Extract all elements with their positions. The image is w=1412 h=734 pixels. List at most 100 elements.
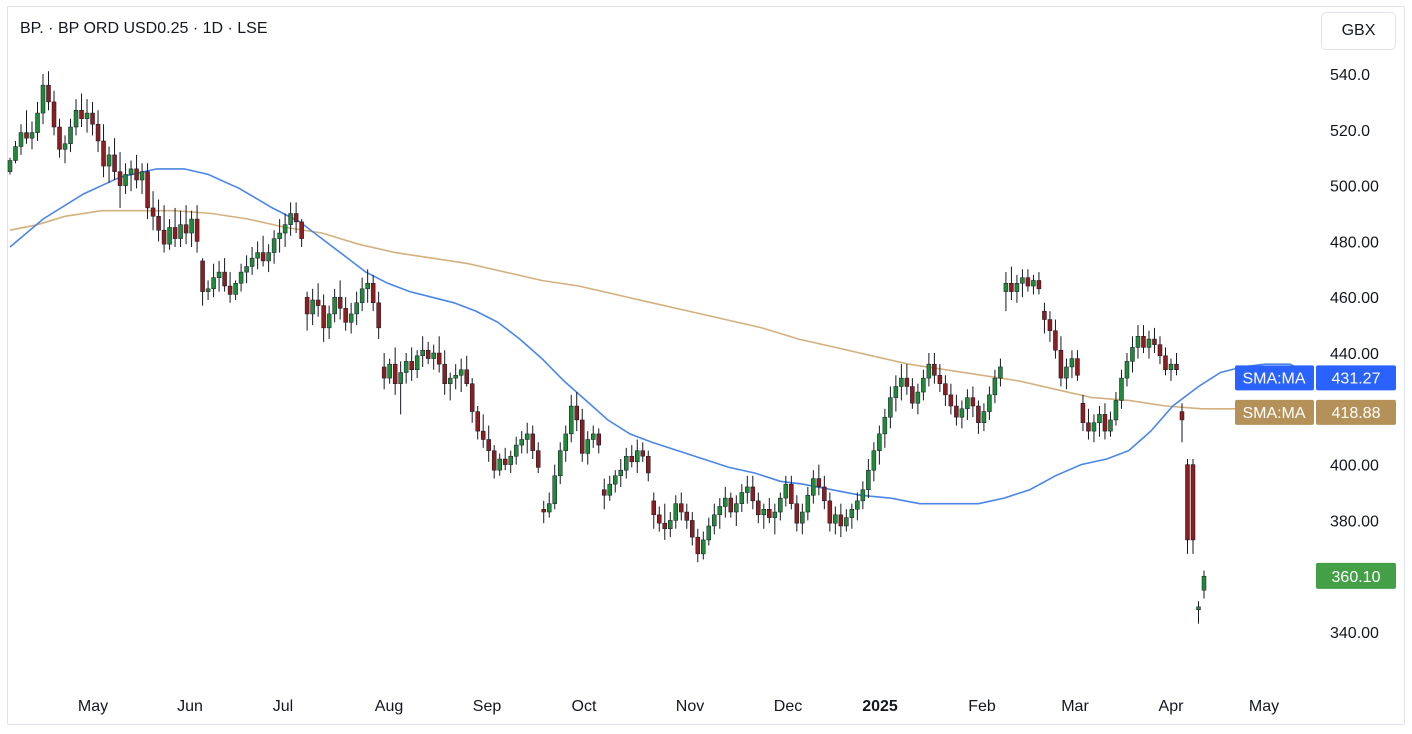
candle (24, 110, 29, 144)
candle (1119, 369, 1124, 409)
candle (486, 425, 491, 462)
y-tick-label: 460.00 (1330, 290, 1379, 307)
candle (409, 347, 414, 381)
candle (249, 246, 255, 275)
candle (932, 353, 937, 384)
candle (420, 336, 425, 367)
candle (194, 205, 200, 253)
candle (288, 202, 293, 236)
candle (282, 213, 288, 247)
chart-title: BP. · BP ORD USD0.25 · 1D · LSE (20, 20, 268, 37)
candle (546, 492, 552, 518)
candle (965, 389, 970, 420)
candle (745, 475, 750, 504)
candle (734, 495, 739, 526)
x-tick-label: Oct (572, 698, 597, 715)
candle (717, 498, 723, 529)
candle (321, 294, 326, 342)
candle (640, 442, 646, 462)
candle (1196, 601, 1201, 624)
candle (491, 445, 497, 479)
candle (183, 205, 189, 245)
candle (123, 163, 128, 194)
last-price-value: 360.10 (1332, 569, 1381, 586)
candle (1075, 350, 1080, 381)
candle (464, 355, 469, 387)
candle (332, 288, 337, 323)
candle (679, 492, 684, 521)
candle (833, 506, 838, 535)
candle (976, 400, 981, 434)
candle (167, 219, 172, 250)
x-tick-label: Dec (774, 698, 802, 715)
candle (1124, 353, 1130, 387)
candle (1135, 325, 1141, 359)
candle (789, 475, 794, 510)
candle (304, 291, 310, 331)
candle (646, 450, 651, 482)
candle (453, 364, 458, 390)
candle (524, 422, 530, 454)
candle (822, 475, 827, 510)
candle (1080, 394, 1086, 432)
candle (84, 99, 90, 133)
candle (579, 408, 585, 462)
candle (299, 219, 304, 247)
candle (1069, 350, 1075, 379)
candle (535, 442, 541, 473)
candle (101, 124, 106, 178)
candle (277, 219, 282, 253)
candle (893, 375, 899, 412)
candle (134, 154, 139, 189)
candle (1163, 347, 1168, 376)
candle (365, 269, 370, 303)
currency-button[interactable]: GBX (1321, 12, 1396, 50)
candle (827, 492, 833, 532)
candle (502, 447, 508, 471)
candle (145, 163, 150, 220)
candle (475, 406, 480, 440)
candle (150, 191, 156, 231)
y-tick-label: 340.00 (1330, 625, 1379, 642)
candle (337, 280, 343, 320)
candle (35, 101, 40, 141)
indicator-value-badge (1316, 365, 1396, 391)
indicator-label-badge (1235, 365, 1314, 391)
candle (233, 280, 238, 300)
candle (68, 118, 73, 153)
indicator-value: 418.88 (1332, 405, 1381, 422)
y-tick-label: 500.00 (1330, 179, 1379, 196)
candle (811, 470, 816, 504)
candle (1014, 274, 1020, 303)
candle (750, 475, 756, 510)
candle (970, 386, 976, 418)
candle (293, 202, 299, 234)
candle (601, 478, 607, 510)
y-tick-label: 380.00 (1330, 513, 1379, 530)
candle (855, 492, 860, 521)
candle (613, 470, 618, 493)
candle (701, 531, 706, 560)
candle (172, 207, 178, 247)
x-tick-label: Jun (177, 698, 203, 715)
indicator-label: SMA:MA (1242, 405, 1305, 422)
y-tick-label: 400.00 (1330, 458, 1379, 475)
candle (690, 512, 695, 546)
candle (403, 353, 409, 384)
x-tick-label: Feb (968, 698, 996, 715)
x-tick-label: May (1249, 698, 1279, 715)
candle (244, 255, 249, 284)
candle (205, 280, 211, 300)
candle (310, 288, 315, 326)
candle (519, 431, 524, 454)
indicator-label: SMA:MA (1242, 370, 1305, 387)
candle (370, 274, 376, 312)
candle (1185, 459, 1190, 554)
candle (1141, 325, 1146, 353)
candle (866, 459, 871, 499)
candle (200, 258, 205, 306)
candle (260, 235, 266, 267)
candle (706, 517, 712, 546)
candle (888, 386, 893, 429)
